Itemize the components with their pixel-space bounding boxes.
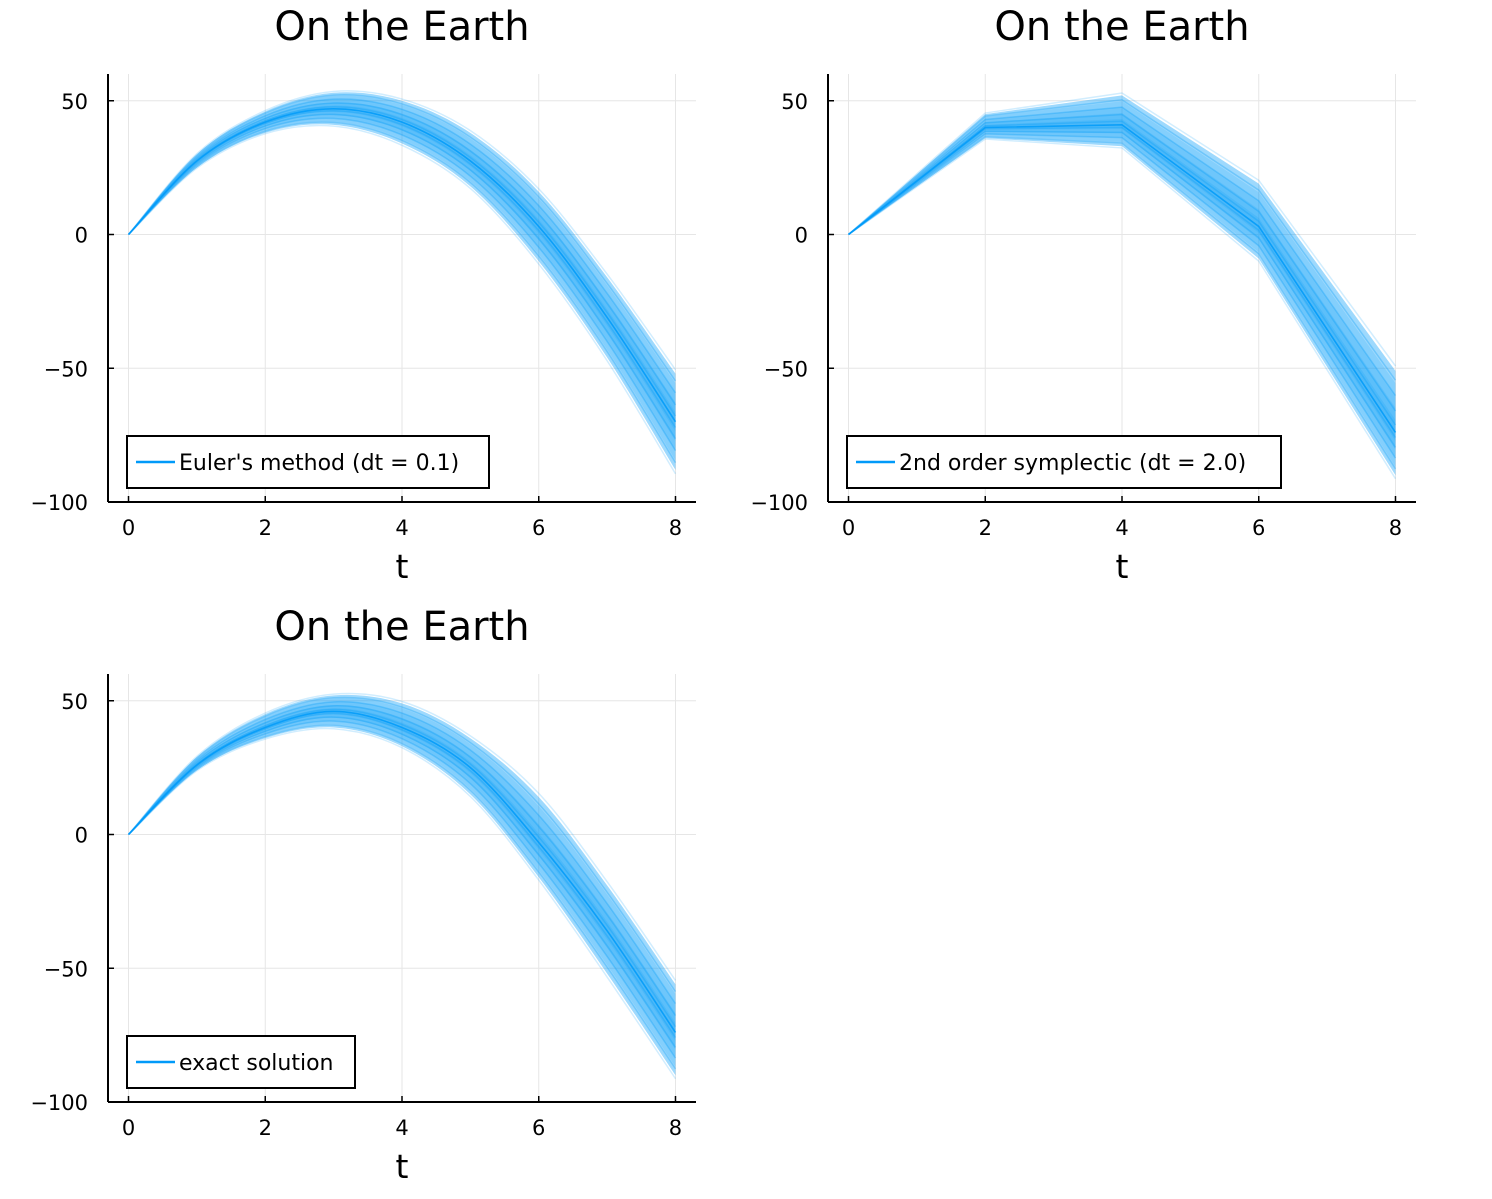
ensemble-band	[128, 694, 676, 1076]
legend: Euler's method (dt = 0.1)	[126, 435, 490, 489]
trajectory-line	[127, 90, 677, 371]
x-tick-label: 2	[979, 516, 992, 540]
x-tick-label: 4	[395, 1116, 408, 1140]
y-tick-label: −100	[750, 491, 808, 515]
x-tick-label: 0	[122, 516, 135, 540]
trajectory-line	[127, 708, 677, 1028]
ensemble-band	[128, 92, 676, 470]
x-tick-label: 0	[842, 516, 855, 540]
series-ensemble	[848, 92, 1397, 480]
y-tick-label: 0	[75, 824, 88, 848]
series-ensemble	[127, 90, 677, 475]
y-tick-label: −100	[30, 1091, 88, 1115]
x-tick-label: 8	[669, 516, 682, 540]
mean-trajectory-line	[848, 124, 1397, 433]
trajectory-line	[848, 92, 1397, 367]
x-tick-label: 6	[1252, 516, 1265, 540]
y-tick-label: −50	[44, 957, 88, 981]
trajectory-line	[848, 138, 1397, 480]
legend-box	[126, 435, 490, 489]
trajectory-line	[848, 113, 1397, 412]
trajectory-line	[127, 106, 677, 417]
y-tick-label: 0	[75, 224, 88, 248]
chart-title: On the Earth	[274, 4, 529, 50]
x-tick-label: 0	[122, 1116, 135, 1140]
legend-box	[846, 435, 1282, 489]
y-tick-label: 0	[795, 224, 808, 248]
chart-title: On the Earth	[994, 4, 1249, 50]
trajectory-line	[848, 130, 1397, 448]
trajectory-line	[127, 700, 677, 1004]
x-tick-label: 4	[395, 516, 408, 540]
ensemble-band	[128, 698, 676, 1067]
trajectory-line	[127, 113, 677, 440]
x-tick-label: 6	[532, 1116, 545, 1140]
ensemble-band	[128, 701, 676, 1059]
x-axis-label: t	[396, 547, 409, 586]
x-tick-label: 2	[259, 516, 272, 540]
y-tick-label: −50	[764, 357, 808, 381]
ensemble-band	[128, 98, 676, 451]
x-axis-label: t	[396, 1147, 409, 1186]
legend-label: exact solution	[179, 1051, 333, 1076]
x-axis-label: t	[1116, 547, 1129, 586]
trajectory-line	[127, 705, 677, 1017]
ensemble-band	[128, 95, 676, 461]
trajectory-line	[848, 106, 1397, 396]
y-tick-label: 50	[61, 690, 88, 714]
mean-trajectory-line	[127, 107, 677, 423]
ensemble-band	[848, 113, 1396, 450]
chart-panel-2: 0 2 4 6 8 −100 −50 0 50 On the Earth t 2nd order sy…	[750, 4, 1416, 586]
x-tick-label: 4	[1115, 516, 1128, 540]
chart-panel-3: 0 2 4 6 8 −100 −50 0 50 On the Earth t exact soluti…	[30, 604, 696, 1186]
trajectory-line	[127, 117, 677, 452]
trajectory-line	[127, 724, 677, 1070]
y-tick-label: 50	[781, 90, 808, 114]
trajectory-line	[127, 696, 677, 992]
mean-trajectory-line	[127, 710, 677, 1033]
x-tick-label: 6	[532, 516, 545, 540]
ensemble-band	[848, 95, 1396, 476]
trajectory-line	[848, 120, 1397, 426]
trajectory-line	[848, 99, 1397, 381]
chart-panel-1: 0 2 4 6 8 −100 −50 0 50 On the Earth t Euler's meth…	[30, 4, 696, 586]
trajectory-line	[128, 727, 677, 1080]
trajectory-line	[848, 133, 1397, 459]
y-tick-label: 50	[61, 90, 88, 114]
x-tick-label: 8	[1389, 516, 1402, 540]
chart-title: On the Earth	[274, 604, 529, 650]
legend-label: 2nd order symplectic (dt = 2.0)	[899, 451, 1246, 476]
x-tick-label: 8	[669, 1116, 682, 1140]
trajectory-line	[127, 102, 677, 406]
legend: exact solution	[126, 1035, 356, 1089]
trajectory-line	[127, 124, 677, 475]
trajectory-line	[127, 720, 677, 1059]
legend: 2nd order symplectic (dt = 2.0)	[846, 435, 1282, 489]
trajectory-line	[848, 135, 1397, 470]
x-tick-label: 2	[259, 1116, 272, 1140]
trajectory-line	[127, 692, 677, 981]
series-ensemble	[127, 692, 677, 1080]
ensemble-band	[848, 107, 1396, 459]
trajectory-line	[127, 121, 677, 464]
legend-label: Euler's method (dt = 0.1)	[179, 451, 459, 476]
trajectory-line	[127, 716, 677, 1048]
trajectory-line	[127, 98, 677, 394]
ensemble-band	[128, 708, 676, 1042]
y-tick-label: −100	[30, 491, 88, 515]
trajectory-line	[127, 94, 677, 382]
ensemble-band	[848, 101, 1396, 467]
y-tick-label: −50	[44, 357, 88, 381]
ensemble-band	[128, 102, 676, 442]
